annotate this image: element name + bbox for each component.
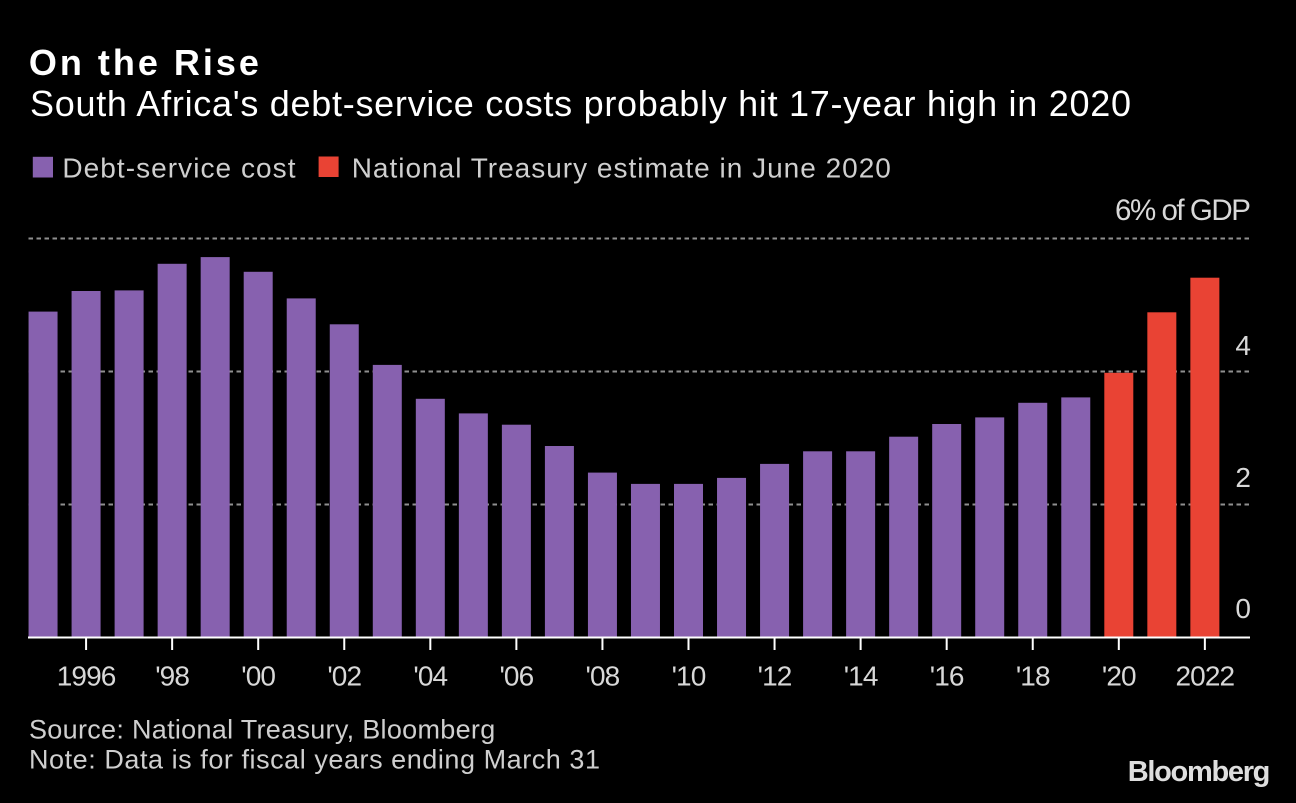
svg-text:4: 4 [1235,330,1251,361]
svg-text:1996: 1996 [57,661,116,692]
svg-text:'16: '16 [930,661,964,692]
svg-text:National Treasury estimate in: National Treasury estimate in June 2020 [352,152,892,183]
svg-text:'06: '06 [499,661,533,692]
svg-text:'18: '18 [1016,661,1050,692]
svg-text:'10: '10 [672,661,706,692]
svg-text:6% of GDP: 6% of GDP [1115,194,1250,227]
svg-text:'04: '04 [413,661,447,692]
svg-text:Source: National Treasury, Blo: Source: National Treasury, Bloomberg [29,715,496,745]
svg-text:2: 2 [1235,462,1251,493]
svg-text:South Africa's debt-service co: South Africa's debt-service costs probab… [30,83,1132,124]
svg-text:'98: '98 [155,661,189,692]
svg-text:Debt-service cost: Debt-service cost [62,152,296,183]
svg-text:Note: Data is for fiscal years: Note: Data is for fiscal years ending Ma… [29,745,601,775]
svg-text:0: 0 [1235,593,1251,624]
svg-text:'00: '00 [241,661,275,692]
svg-text:'20: '20 [1102,661,1136,692]
svg-text:'02: '02 [327,661,361,692]
svg-text:2022: 2022 [1176,661,1235,692]
svg-text:Bloomberg: Bloomberg [1128,756,1269,788]
svg-text:'08: '08 [586,661,620,692]
svg-text:On the Rise: On the Rise [29,42,262,83]
svg-text:'14: '14 [844,661,878,692]
svg-text:'12: '12 [758,661,792,692]
